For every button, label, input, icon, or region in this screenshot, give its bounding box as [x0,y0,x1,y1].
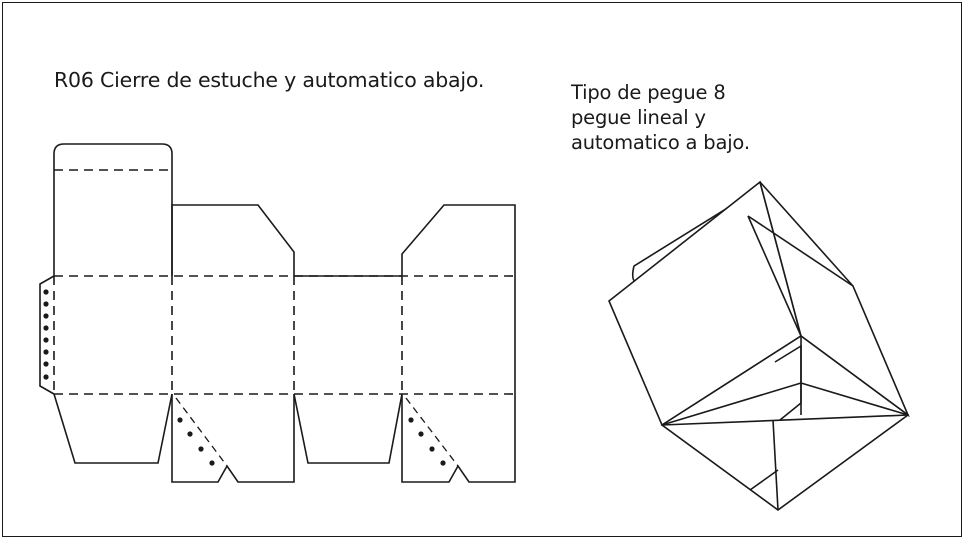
panel-3-bottom-flap [293,393,403,464]
auto-bottom-fold-2 [405,397,459,467]
glue-dots-bottom-2 [408,417,446,466]
auto-bottom-fold-1 [175,397,228,467]
panel-4-bottom-flap [401,394,516,483]
caption-line-3: automatico a bajo. [571,131,750,154]
panel-1-outline [53,143,173,276]
glue-flap [39,275,55,395]
bottom-flap-diag-2 [800,382,909,416]
diagram-title: R06 Cierre de estuche y automatico abajo… [54,68,485,92]
panel-4-top-flap [401,204,516,276]
box-template [39,143,516,483]
bottom-flap-diag-1 [661,382,802,426]
caption-line-2: pegue lineal y [571,106,706,129]
glue-dots-bottom-1 [177,417,215,466]
bottom-flap-diag-3 [661,414,909,426]
glue-dots-flap [43,289,49,380]
panel-1-bottom-flap [53,393,173,464]
panel-2-bottom-flap [171,394,295,483]
bottom-flap-notch [774,344,802,421]
caption-line-1: Tipo de pegue 8 [571,81,726,104]
glue-type-caption: Tipo de pegue 8 pegue lineal y automatic… [571,80,750,155]
assembled-box [608,180,910,511]
bottom-flap-diag-5 [749,469,779,491]
face-edge-inner [747,215,802,337]
face-edge-crease [747,215,854,287]
bottom-flap-diag-4 [772,419,779,511]
panel-2-top-flap [171,204,295,276]
